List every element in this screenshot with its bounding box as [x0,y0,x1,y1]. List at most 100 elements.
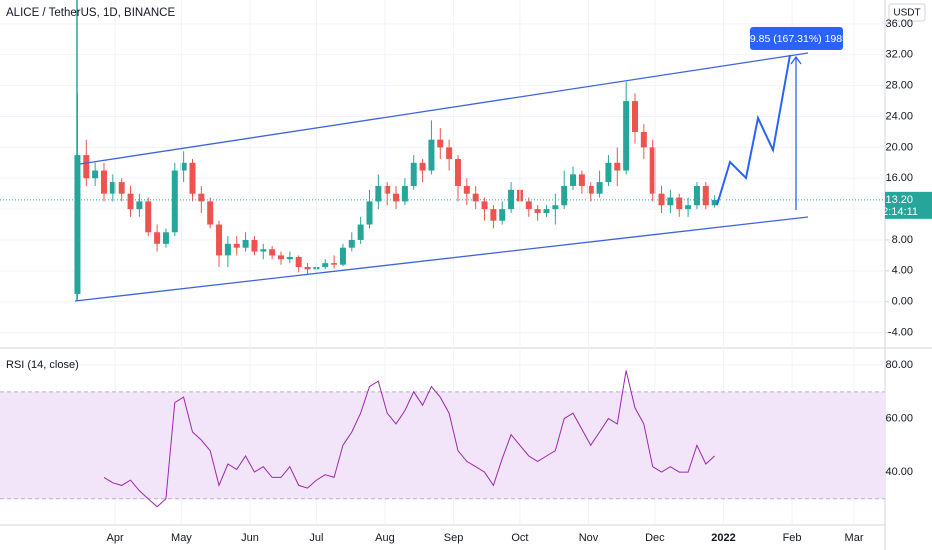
candle-body [490,209,497,221]
last-price-label: 13.20 [885,194,913,206]
y-tick-label: 20.00 [885,141,913,153]
candle-body [614,162,621,171]
x-tick-label: Apr [106,532,123,544]
candle-body [251,239,258,252]
candle-body [702,185,709,206]
candle-body [640,131,647,148]
channel-lower [74,216,809,302]
candle-body [127,193,134,210]
x-tick-label: Jun [241,532,259,544]
candle-body [711,199,718,206]
x-tick-label: Feb [783,532,802,544]
y-tick-label: 80.00 [885,359,913,371]
currency-box[interactable] [888,3,926,22]
candle-body [348,239,355,248]
candle-body [304,266,311,270]
candle-body [154,232,161,244]
candle-body [631,101,638,132]
candle-body [543,209,550,213]
candle-body [198,193,205,202]
candle-body [667,197,674,206]
candle-body [393,193,400,202]
candle-body [286,256,293,260]
candle-body [605,162,612,183]
x-tick-label: 2022 [711,532,735,544]
candle-body [339,247,346,265]
x-tick-label: Mar [845,532,864,544]
annotation: 19.85 (167.31%) 1985 [744,33,848,45]
candle-body [446,147,453,159]
candle-body [578,174,585,186]
rsi-band [0,391,885,499]
y-tick-label: -4.00 [888,326,913,338]
chart-title: ALICE / TetherUS, 1D, BINANCE [6,7,175,19]
candle-body [366,201,373,225]
rsi-line [103,370,715,508]
candle-body [587,185,594,194]
candle-body [269,249,276,256]
y-tick-label: 16.00 [885,172,913,184]
currency: USDT [893,8,920,19]
candle-body [693,185,700,206]
x-tick-label: Aug [375,532,395,544]
candle-body [189,162,196,194]
candle-body [233,243,240,248]
candle-body [260,249,267,252]
candle-body [331,263,338,265]
candle-body [649,147,656,194]
candle-body [454,158,461,186]
candle-body [357,224,364,240]
y-tick-label: 36.00 [885,18,913,30]
x-tick-label: May [171,532,192,544]
candle-body [100,170,107,194]
candle-body [570,174,577,186]
candle-body [92,170,99,179]
candle-body [109,182,116,194]
candle-body [136,201,143,210]
candle-body [401,185,408,202]
x-tick-label: Oct [511,532,528,544]
candle-body [472,193,479,202]
plot-layer [0,0,885,525]
candle-body [463,185,470,194]
y-tick-label: 28.00 [885,80,913,92]
candle-body [180,162,187,171]
candle-body [83,155,90,179]
y-tick-label: 24.00 [885,110,913,122]
candle-body [162,232,169,244]
candle-body [561,185,568,206]
countdown: 02:14:11 [876,206,918,218]
candle-body [410,162,417,186]
candle-body [145,201,152,233]
channel-upper [79,52,809,165]
candle-body [481,201,488,210]
x-tick-label: Nov [579,532,599,544]
candle-body [508,189,515,210]
candle-body [277,255,284,260]
candle-body [676,197,683,210]
candle-body [685,205,692,210]
candle-body [384,185,391,194]
candle-body [375,185,382,202]
last-price-tag [885,191,932,219]
candle-body [658,193,665,206]
candle-body [419,162,426,171]
candle-body [224,243,231,256]
candle-body [623,101,630,171]
candle-body [534,209,541,213]
y-tick-label: 4.00 [892,265,913,277]
y-tick-label: 0.00 [892,296,913,308]
candle-body [171,170,178,233]
candle-body [437,139,444,148]
candle-body [428,139,435,171]
candle-body [499,209,506,221]
x-tick-label: Sep [444,532,464,544]
measure-arrow [790,55,802,65]
candle-body [242,239,249,248]
rsi-title: RSI (14, close) [6,359,79,371]
x-tick-label: Dec [645,532,665,544]
x-tick-label: Jul [309,532,323,544]
projection-path [716,54,791,206]
y-tick-label: 8.00 [892,234,913,246]
y-tick-label: 40.00 [885,466,913,478]
